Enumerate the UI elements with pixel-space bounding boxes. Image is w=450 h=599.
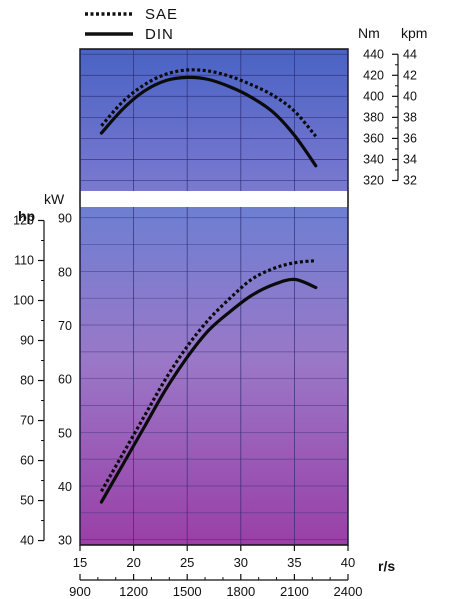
legend: SAE DIN: [85, 6, 178, 43]
x-tick-label-3: 30: [234, 555, 248, 570]
kw-tick-label-4: 70: [58, 319, 72, 333]
x-axis-unit: r/s: [378, 558, 395, 574]
x-tick-label-4: 35: [287, 555, 301, 570]
nm-tick-label-2: 360: [363, 131, 384, 145]
nm-tick-label-4: 400: [363, 89, 384, 103]
hp-tick-label-7: 110: [14, 254, 34, 268]
kw-tick-label-1: 40: [58, 480, 72, 494]
kw-tick-label-5: 80: [58, 265, 72, 279]
rpm-tick-label-3: 1800: [226, 584, 255, 599]
kpm-tick-label-1: 34: [403, 152, 417, 166]
kw-tick-label-2: 50: [58, 426, 72, 440]
x-tick-label-2: 25: [180, 555, 194, 570]
kpm-tick-label-2: 36: [403, 131, 417, 145]
rpm-tick-label-1: 1200: [119, 584, 148, 599]
nm-tick-label-6: 440: [363, 47, 384, 61]
power-panel-background: [80, 207, 348, 545]
nm-tick-label-0: 320: [363, 173, 384, 187]
nm-tick-label-5: 420: [363, 68, 384, 82]
power-din-line: [99, 277, 318, 504]
kw-tick-label-3: 60: [58, 373, 72, 387]
rpm-tick-label-0: 900: [69, 584, 91, 599]
rpm-tick-label-4: 2100: [280, 584, 309, 599]
legend-label-din: DIN: [145, 26, 174, 43]
hp-tick-label-6: 100: [13, 294, 34, 308]
legend-label-sae: SAE: [145, 6, 178, 23]
torque-unit-kpm: kpm: [401, 25, 427, 41]
rpm-tick-label-5: 2400: [334, 584, 363, 599]
kpm-tick-label-4: 40: [403, 89, 417, 103]
nm-tick-label-1: 340: [363, 152, 384, 166]
hp-tick-label-8: 120: [13, 213, 34, 227]
hp-tick-label-1: 50: [20, 494, 34, 508]
data-series: [99, 68, 318, 504]
kw-tick-label-0: 30: [58, 534, 72, 548]
power-sae-line: [100, 259, 316, 493]
nm-tick-label-3: 380: [363, 110, 384, 124]
torque-unit-nm: Nm: [358, 25, 380, 41]
hp-tick-label-3: 70: [20, 414, 34, 428]
torque-din-line: [99, 75, 318, 168]
torque-panel-background: [80, 49, 348, 191]
power-unit-hp: hp: [18, 208, 35, 224]
kpm-tick-label-3: 38: [403, 110, 417, 124]
torque-sae-line: [100, 68, 318, 138]
hp-tick-label-2: 60: [20, 454, 34, 468]
kpm-tick-label-6: 44: [403, 47, 417, 61]
kw-tick-label-6: 90: [58, 212, 72, 226]
rpm-tick-label-2: 1500: [173, 584, 202, 599]
power-unit-kw: kW: [44, 191, 65, 207]
x-tick-label-5: 40: [341, 555, 355, 570]
x-tick-label-1: 20: [126, 555, 140, 570]
kpm-tick-label-5: 42: [403, 68, 417, 82]
kpm-tick-label-0: 32: [403, 173, 417, 187]
hp-tick-label-4: 80: [20, 374, 34, 388]
x-tick-label-0: 15: [73, 555, 87, 570]
hp-tick-label-5: 90: [20, 334, 34, 348]
hp-tick-label-0: 40: [20, 534, 34, 548]
axes: 15 20 25 30 35 40 900 1200 1500 1800 2100 2400 320 34…: [13, 47, 417, 599]
